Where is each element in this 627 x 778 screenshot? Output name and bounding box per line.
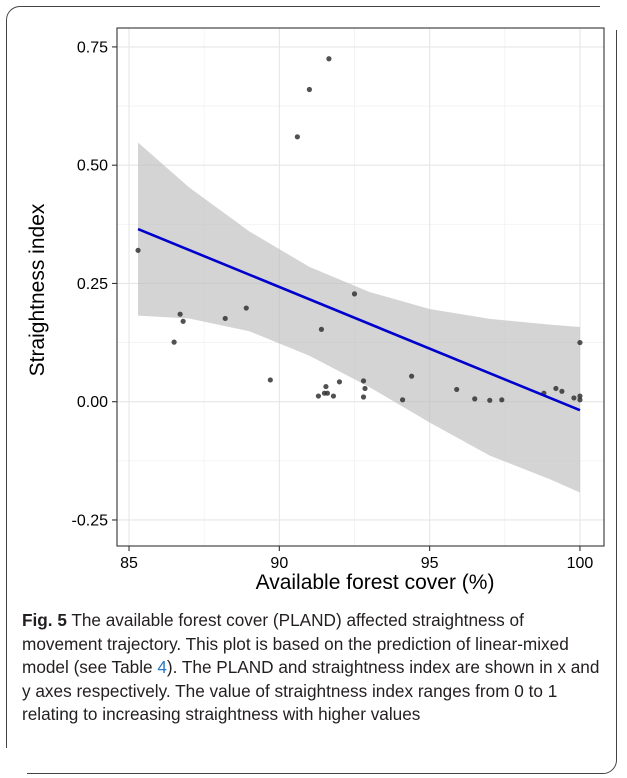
y-tick-label: 0.50: [77, 158, 108, 175]
data-point: [171, 339, 177, 345]
figure-caption: Fig. 5 The available forest cover (PLAND…: [22, 609, 607, 727]
y-tick-label: 0.00: [77, 394, 108, 411]
data-point: [577, 339, 583, 346]
scatter-chart: 85 90 95 100 -0.25 0.00 0.25 0.50 0.75 Availabl…: [26, 27, 605, 594]
data-point: [294, 134, 300, 140]
caption-text-1: The available forest cover (PLAND) affec…: [22, 610, 569, 678]
data-point: [553, 385, 559, 392]
y-tick-label: 0.75: [77, 39, 108, 56]
data-point: [222, 315, 228, 322]
x-axis-ticks: 85 90 95 100: [120, 546, 593, 572]
data-point: [360, 378, 367, 384]
data-point: [499, 397, 505, 403]
plot-panel-border: [116, 27, 605, 547]
confidence-band: [138, 142, 580, 493]
data-point: [267, 377, 273, 383]
data-point: [571, 395, 577, 401]
figure-label: Fig. 5: [22, 610, 67, 630]
y-axis-label: Straightness index: [26, 203, 49, 376]
y-tick-label: 0.25: [77, 276, 108, 293]
data-point: [243, 305, 249, 311]
frame-corner-gap: [0, 748, 27, 778]
data-point: [409, 373, 415, 379]
data-point: [351, 291, 358, 297]
data-point: [336, 379, 343, 385]
regression-line: [137, 227, 581, 412]
y-axis-ticks: -0.25 0.00 0.25 0.50 0.75: [72, 39, 117, 529]
data-point: [472, 396, 478, 402]
data-point: [306, 86, 312, 93]
data-point: [323, 383, 329, 390]
x-axis-label: Available forest cover (%): [256, 571, 495, 594]
x-tick-label: 100: [567, 555, 594, 572]
data-point: [454, 386, 460, 393]
data-point: [577, 393, 583, 399]
data-point: [315, 393, 322, 399]
data-point: [487, 397, 493, 403]
x-tick-label: 85: [120, 555, 138, 572]
data-point: [135, 247, 141, 253]
data-point: [318, 326, 325, 332]
data-point: [326, 56, 332, 62]
data-point: [577, 397, 583, 403]
data-point: [559, 388, 565, 394]
y-tick-label: -0.25: [72, 512, 109, 529]
data-point: [177, 311, 183, 317]
table-link[interactable]: 4: [157, 657, 167, 678]
caption-text-2: ). The PLAND and straightness index are …: [22, 657, 600, 725]
figure-frame: [6, 6, 617, 774]
data-point: [362, 385, 368, 392]
data-point: [360, 394, 367, 400]
frame-corner-gap: [600, 0, 627, 30]
data-point: [324, 390, 331, 396]
data-point: [399, 397, 406, 403]
data-points: [135, 56, 583, 403]
data-point: [180, 318, 186, 324]
data-point: [330, 393, 337, 399]
x-tick-label: 90: [270, 555, 288, 572]
x-tick-label: 95: [421, 555, 439, 572]
